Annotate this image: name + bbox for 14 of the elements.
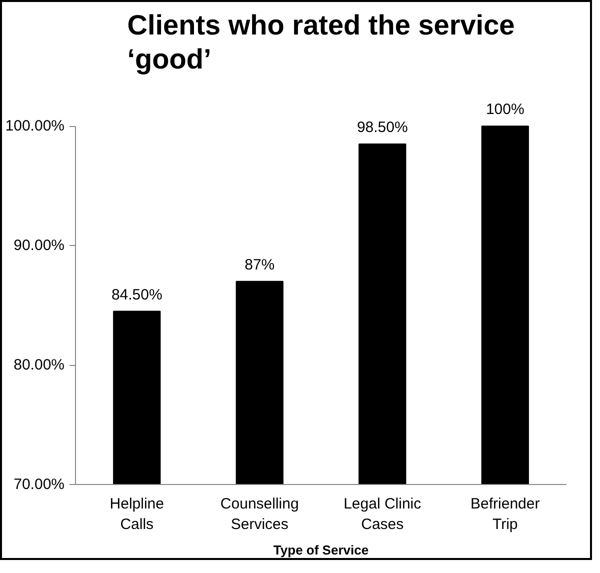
data-label: 84.50%	[111, 286, 162, 304]
x-tick-label: Legal Clinic Cases	[344, 496, 422, 533]
y-tick-label: 80.00%	[14, 356, 64, 374]
chart-title: Clients who rated the service ‘good’	[127, 9, 515, 74]
x-tick-label: Helpline Calls	[110, 496, 164, 533]
data-label: 98.50%	[356, 119, 408, 136]
y-tick-label: 100.00%	[5, 118, 64, 135]
data-label: 100%	[486, 101, 524, 118]
x-tick-label: Befriender Trip	[470, 496, 540, 533]
y-tick-label: 70.00%	[14, 476, 64, 493]
x-tick-label: Counselling Services	[220, 496, 299, 533]
data-label: 87%	[244, 256, 275, 274]
x-axis-title: Type of Service	[273, 542, 369, 558]
y-tick-label: 90.00%	[14, 237, 64, 254]
